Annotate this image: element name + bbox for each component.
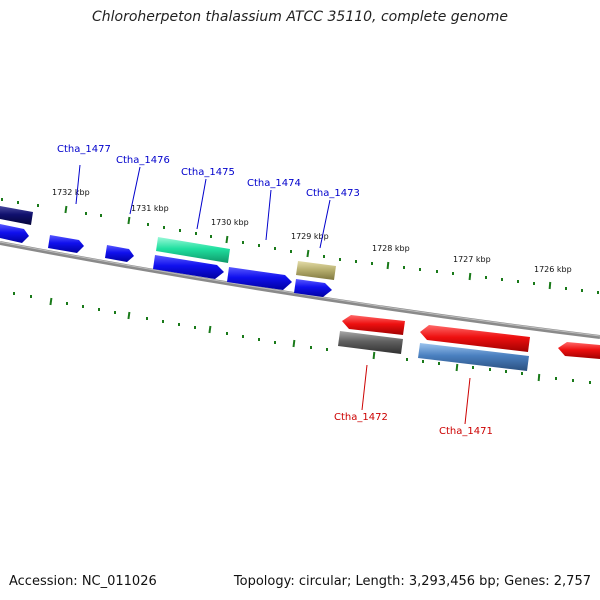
major-tick [306,249,310,258]
major-tick [537,373,541,382]
outer-tick-track [1,198,599,294]
major-tick [372,351,376,360]
gene-label[interactable]: Ctha_1474 [247,178,301,189]
major-tick [292,339,296,348]
major-tick [468,272,472,281]
gene-arrow [296,261,336,280]
scale-label: 1729 kbp [291,232,329,241]
genome-backbone [0,241,600,339]
major-tick [127,311,131,320]
gene-arrow [0,206,33,225]
major-tick [127,216,131,225]
gene-arrow [227,267,292,290]
gene-arrow [558,342,600,359]
scale-label: 1730 kbp [211,218,249,227]
reverse-strand-genes [338,315,600,371]
major-tick [548,281,552,290]
gene-arrow [342,315,405,335]
major-tick [64,205,68,214]
gene-label[interactable]: Ctha_1473 [306,188,360,199]
gene-label[interactable]: Ctha_1477 [57,144,111,155]
minor-ticks [13,292,591,384]
gene-arrow [105,245,134,262]
gene-label[interactable]: Ctha_1472 [334,412,388,423]
major-tick [208,325,212,334]
gene-label[interactable]: Ctha_1471 [439,426,493,437]
gene-arrow [420,325,530,352]
map-title: Chloroherpeton thalassium ATCC 35110, co… [92,9,508,25]
scale-label: 1728 kbp [372,244,410,253]
inner-tick-track [13,292,591,384]
gene-arrow [294,279,332,297]
accession-text: Accession: NC_011026 [9,574,157,589]
minor-ticks [1,198,599,294]
scale-label: 1727 kbp [453,255,491,264]
gene-label[interactable]: Ctha_1476 [116,155,170,166]
scale-label: 1726 kbp [534,265,572,274]
gene-arrow [156,237,230,263]
label-leaders [75,164,471,425]
gene-arrow [338,331,403,354]
gene-arrow [0,224,29,243]
scale-label: 1732 kbp [52,188,90,197]
major-tick [386,261,390,270]
gene-arrow [418,343,529,371]
gene-arrow [48,235,84,253]
major-tick [455,363,459,372]
gene-arrow [153,255,224,279]
gene-label[interactable]: Ctha_1475 [181,167,235,178]
major-tick [49,297,53,306]
forward-strand-genes [0,206,336,297]
genome-summary: Topology: circular; Length: 3,293,456 bp… [233,574,591,589]
scale-label: 1731 kbp [131,204,169,213]
major-tick [225,235,229,244]
